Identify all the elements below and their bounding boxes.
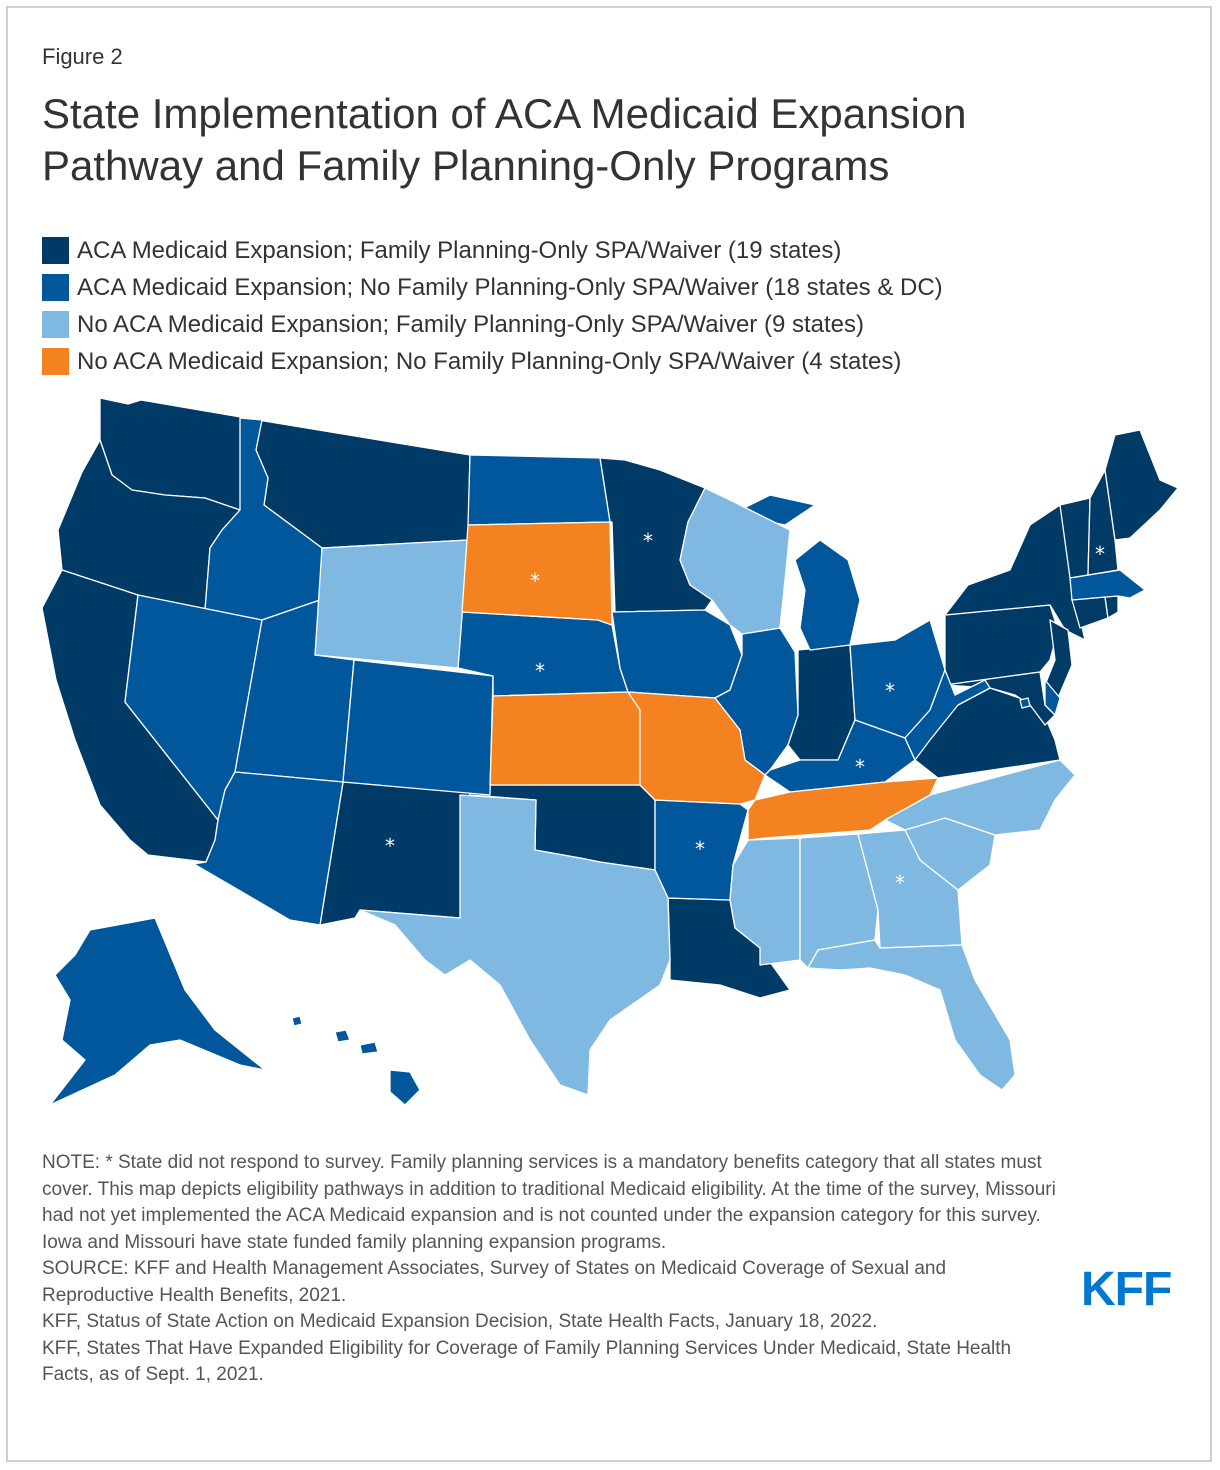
- state-ia: [611, 609, 743, 699]
- title-line-2: Pathway and Family Planning-Only Program…: [42, 142, 890, 189]
- state-ks: [489, 691, 641, 786]
- legend: ACA Medicaid Expansion; Family Planning-…: [42, 232, 943, 380]
- state-pa: [944, 604, 1059, 686]
- no-response-marker-ne: *: [535, 659, 545, 683]
- figure-frame: [6, 6, 1212, 1462]
- state-wy: [314, 539, 469, 669]
- state-tx: [359, 794, 671, 1096]
- no-response-marker-sd: *: [530, 569, 540, 593]
- kff-logo: KFF: [1081, 1263, 1172, 1316]
- state-nc: [884, 759, 1076, 836]
- state-hi: [291, 1015, 421, 1106]
- legend-swatch-2: [42, 274, 69, 301]
- state-ri: [1104, 595, 1119, 619]
- legend-label-3: No ACA Medicaid Expansion; Family Planni…: [77, 310, 864, 338]
- no-response-marker-ga: *: [895, 871, 905, 895]
- state-wv: [904, 669, 991, 761]
- figure-title: State Implementation of ACA Medicaid Exp…: [42, 88, 1172, 192]
- state-fl: [807, 939, 1016, 1091]
- state-nm: [319, 781, 471, 926]
- state-sd: [461, 521, 613, 626]
- title-line-1: State Implementation of ACA Medicaid Exp…: [42, 90, 967, 137]
- state-wi: [679, 487, 791, 635]
- source-text-2: KFF, Status of State Action on Medicaid …: [42, 1311, 878, 1332]
- legend-item-4: No ACA Medicaid Expansion; No Family Pla…: [42, 343, 943, 380]
- state-tn: [747, 777, 939, 841]
- no-response-marker-ar: *: [695, 837, 705, 861]
- state-ma: [1069, 569, 1146, 601]
- state-md: [944, 671, 1056, 726]
- no-response-marker-nm: *: [385, 834, 395, 858]
- legend-label-1: ACA Medicaid Expansion; Family Planning-…: [77, 236, 842, 264]
- no-response-marker-nh: *: [1095, 542, 1105, 566]
- legend-item-2: ACA Medicaid Expansion; No Family Planni…: [42, 269, 943, 306]
- figure-label: Figure 2: [42, 44, 123, 69]
- legend-swatch-4: [42, 348, 69, 375]
- us-map: * * * * * * * * *: [41, 397, 1179, 1106]
- state-co: [342, 659, 494, 796]
- source-text-3: KFF, States That Have Expanded Eligibili…: [42, 1337, 1012, 1386]
- note-text: NOTE: * State did not respond to survey.…: [42, 1152, 1056, 1253]
- state-nh: [1087, 469, 1119, 576]
- state-de: [1044, 679, 1061, 716]
- legend-swatch-1: [42, 237, 69, 264]
- source-text: SOURCE: KFF and Health Management Associ…: [42, 1258, 947, 1306]
- state-nd: [467, 454, 611, 526]
- legend-item-1: ACA Medicaid Expansion; Family Planning-…: [42, 232, 943, 269]
- legend-label-4: No ACA Medicaid Expansion; No Family Pla…: [77, 347, 902, 375]
- legend-label-2: ACA Medicaid Expansion; No Family Planni…: [77, 273, 943, 301]
- no-response-marker-ky: *: [855, 755, 865, 779]
- notes: NOTE: * State did not respond to survey.…: [42, 1150, 1062, 1389]
- no-response-marker-oh: *: [885, 679, 895, 703]
- state-dc: [1019, 697, 1031, 709]
- no-response-marker-mn: *: [643, 529, 653, 553]
- state-az: [193, 771, 344, 926]
- state-ak: [49, 917, 266, 1106]
- legend-swatch-3: [42, 311, 69, 338]
- state-me: [1104, 429, 1179, 541]
- legend-item-3: No ACA Medicaid Expansion; Family Planni…: [42, 306, 943, 343]
